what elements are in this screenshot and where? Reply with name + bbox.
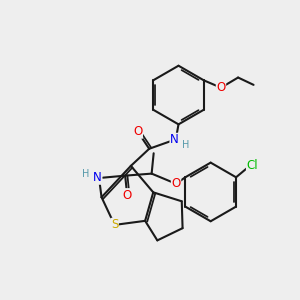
Text: O: O	[133, 125, 142, 138]
Text: O: O	[216, 81, 226, 94]
Text: S: S	[111, 218, 118, 231]
Text: Cl: Cl	[247, 159, 258, 172]
Text: O: O	[171, 177, 181, 190]
Text: H: H	[82, 169, 90, 178]
Text: N: N	[93, 171, 102, 184]
Text: O: O	[123, 189, 132, 202]
Text: N: N	[170, 133, 179, 146]
Text: H: H	[182, 140, 189, 150]
